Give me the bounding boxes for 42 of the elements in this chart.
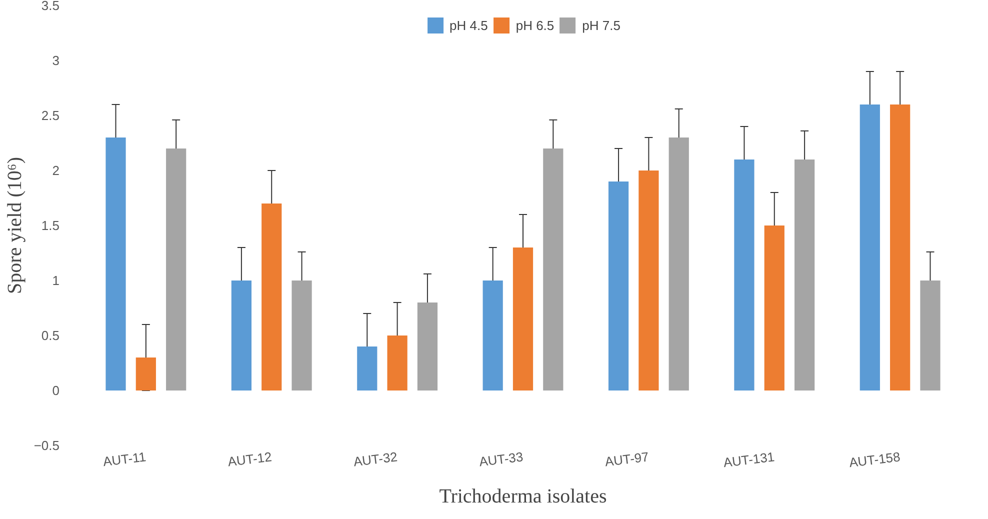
y-tick-label: 3.5 — [41, 0, 60, 13]
bar — [231, 280, 252, 390]
bar — [668, 138, 689, 390]
bar — [482, 280, 503, 390]
y-tick-label: 0 — [52, 383, 60, 398]
y-tick-label: 3 — [52, 53, 60, 68]
bar — [357, 346, 378, 390]
x-tick-label: AUT-12 — [226, 449, 273, 470]
x-tick-label: AUT-131 — [722, 449, 776, 470]
x-axis-title: Trichoderma isolates — [439, 486, 607, 508]
legend-label: pH 7.5 — [582, 18, 620, 32]
bar — [920, 280, 940, 390]
y-tick-label: 1 — [52, 273, 60, 288]
bar — [890, 104, 910, 390]
x-tick-label: AUT-33 — [478, 449, 524, 470]
bar — [417, 302, 438, 390]
y-tick-label: 1.5 — [41, 218, 60, 233]
bar — [292, 280, 312, 390]
bar — [543, 148, 564, 390]
legend-label: pH 6.5 — [516, 18, 554, 32]
y-axis-title: Spore yield (10⁶) — [4, 157, 26, 294]
y-tick-label: −0.5 — [34, 438, 60, 453]
legend-label: pH 4.5 — [450, 18, 488, 32]
x-tick-label: AUT-32 — [352, 449, 398, 470]
bar — [387, 336, 408, 390]
bar — [136, 358, 156, 390]
bar — [860, 104, 880, 390]
y-tick-label: 0.5 — [41, 328, 60, 343]
bar — [106, 138, 126, 390]
bar — [608, 182, 629, 390]
bar — [166, 148, 186, 390]
x-tick-label: AUT-97 — [604, 449, 650, 470]
bar — [764, 226, 784, 390]
bar — [794, 160, 815, 390]
bar — [638, 170, 659, 390]
bar — [734, 160, 754, 390]
y-tick-label: 2 — [52, 163, 60, 178]
x-tick-label: AUT-11 — [102, 449, 147, 470]
bar — [262, 204, 282, 390]
bar — [512, 248, 534, 390]
y-tick-label: 2.5 — [41, 108, 60, 123]
x-tick-label: AUT-158 — [848, 449, 901, 470]
